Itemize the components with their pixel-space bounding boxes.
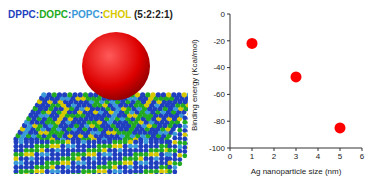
svg-text:Binding energy (Kcal/mol): Binding energy (Kcal/mol) — [190, 39, 199, 131]
svg-text:-60: -60 — [213, 90, 225, 99]
svg-text:-80: -80 — [213, 117, 225, 126]
svg-text:-40: -40 — [213, 63, 225, 72]
svg-text:0: 0 — [221, 10, 226, 19]
svg-text:6: 6 — [360, 152, 365, 161]
svg-text:5: 5 — [338, 152, 343, 161]
svg-text:0: 0 — [228, 152, 233, 161]
svg-text:1: 1 — [250, 152, 255, 161]
svg-text:Ag nanoparticle size (nm): Ag nanoparticle size (nm) — [251, 167, 342, 176]
svg-text:4: 4 — [316, 152, 321, 161]
svg-text:-20: -20 — [213, 37, 225, 46]
html-text:DPPC: DOPC: POPC: CHOL (5:2:2:: DPPC: DOPC: POPC: CHOL (5:2:2:1) — [8, 9, 173, 20]
svg-text:3: 3 — [294, 152, 299, 161]
svg-text:2: 2 — [272, 152, 277, 161]
svg-text:-100: -100 — [209, 144, 226, 153]
